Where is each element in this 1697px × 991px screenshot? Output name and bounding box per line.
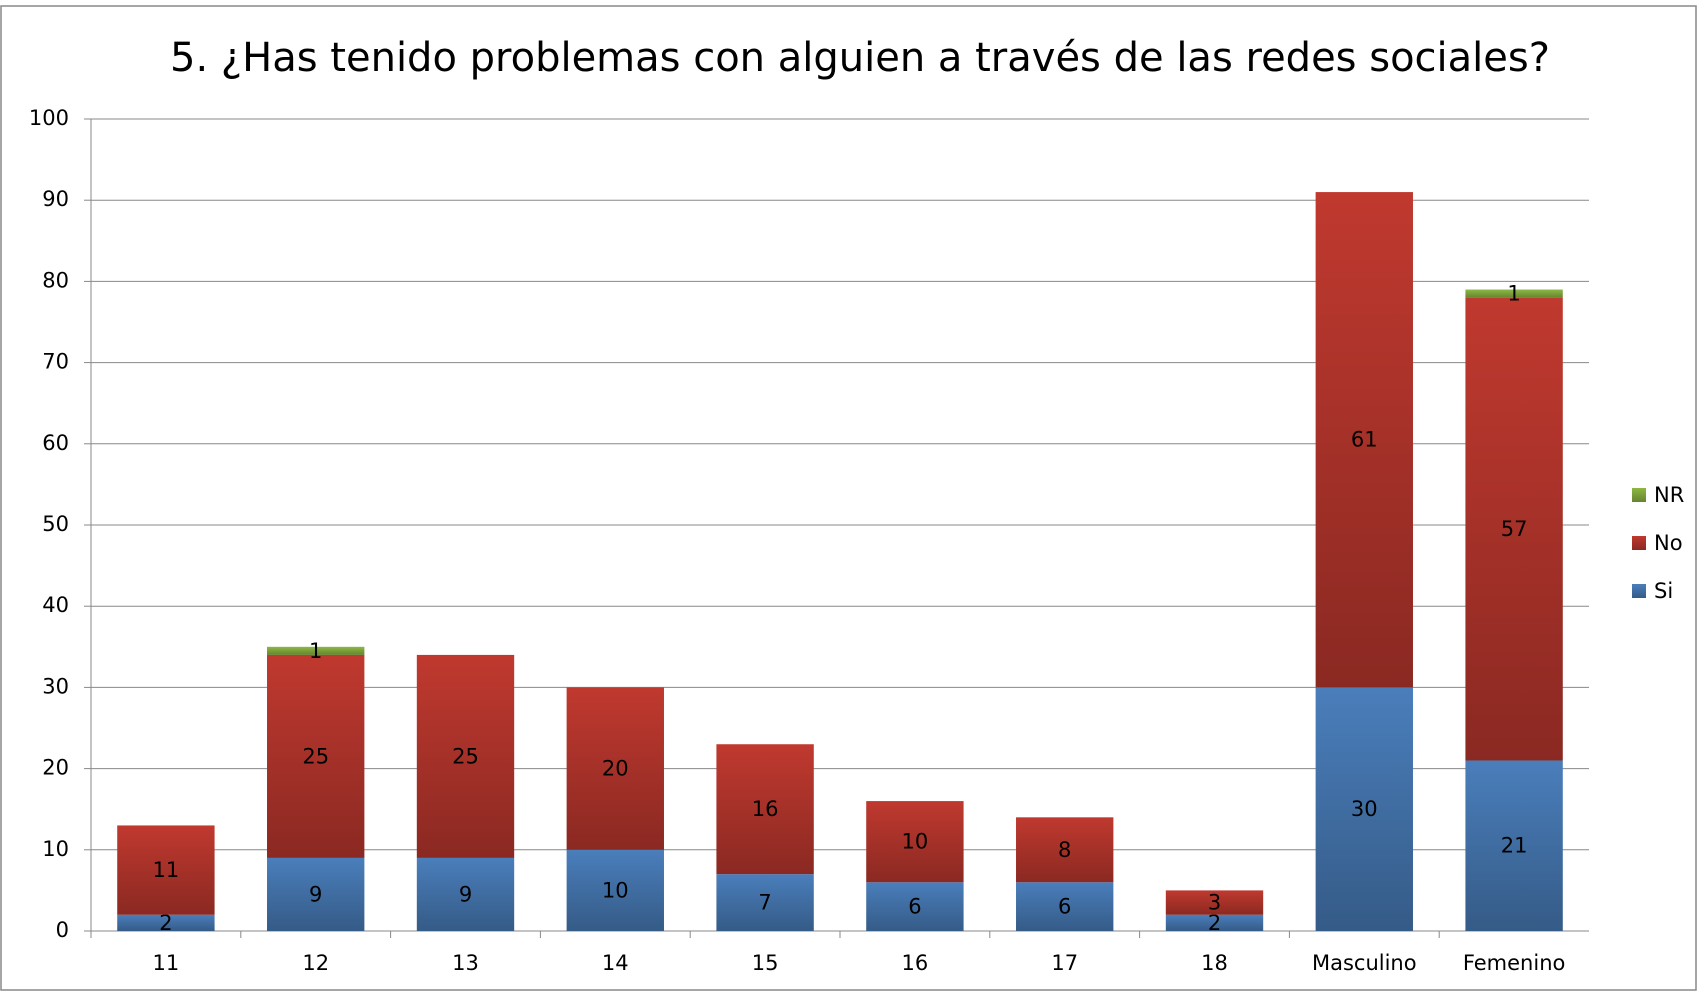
bar-segment <box>267 654 365 858</box>
bar-segment <box>267 857 365 931</box>
bar-segment <box>117 914 215 931</box>
chart-frame <box>0 5 1697 991</box>
bar-segment <box>716 744 814 875</box>
bar-segment <box>416 857 515 931</box>
bar-segment <box>1016 882 1114 931</box>
y-tick-label: 100 <box>29 106 69 130</box>
legend-swatch <box>1632 488 1646 502</box>
y-tick-label: 40 <box>42 593 69 617</box>
x-tick-label: 11 <box>153 951 180 975</box>
bar-segment <box>1165 890 1264 915</box>
bar-segment <box>416 654 515 858</box>
legend-label: NR <box>1654 483 1684 507</box>
data-label: 21 <box>1501 834 1528 858</box>
y-tick-label: 80 <box>42 268 69 292</box>
x-tick-label: 15 <box>752 951 779 975</box>
data-label: 1 <box>1507 282 1520 306</box>
data-label: 6 <box>908 895 921 919</box>
x-tick-label: 12 <box>302 951 329 975</box>
data-label: 20 <box>602 757 629 781</box>
x-tick-label: Masculino <box>1312 951 1417 975</box>
x-tick-label: 16 <box>902 951 929 975</box>
chart-title: 5. ¿Has tenido problemas con alguien a t… <box>170 35 1550 81</box>
data-label: 9 <box>309 882 322 906</box>
data-label: 25 <box>302 744 329 768</box>
bar-segment <box>1016 817 1114 883</box>
bar-segment <box>1465 297 1563 761</box>
data-label: 61 <box>1351 428 1378 452</box>
bar-segment <box>1465 760 1563 931</box>
data-label: 11 <box>153 858 180 882</box>
legend-label: Si <box>1654 579 1673 603</box>
legend-label: No <box>1654 531 1683 555</box>
x-tick-label: 14 <box>602 951 629 975</box>
data-label: 2 <box>1208 911 1221 935</box>
data-label: 16 <box>752 797 779 821</box>
x-tick-label: Femenino <box>1463 951 1566 975</box>
bar-segment <box>866 882 964 931</box>
data-label: 2 <box>159 911 172 935</box>
data-label: 1 <box>309 639 322 663</box>
bar-segment <box>117 825 215 915</box>
bar-segment <box>566 687 664 850</box>
x-tick-label: 13 <box>452 951 479 975</box>
legend-swatch <box>1632 584 1646 598</box>
y-tick-label: 30 <box>42 674 69 698</box>
data-label: 8 <box>1058 838 1071 862</box>
data-label: 10 <box>902 830 929 854</box>
x-tick-label: 17 <box>1051 951 1078 975</box>
data-label: 57 <box>1501 517 1528 541</box>
y-tick-label: 10 <box>42 837 69 861</box>
bar-segment <box>1315 687 1413 931</box>
bar-segment <box>1165 914 1264 931</box>
bar-segment <box>1315 192 1413 688</box>
x-tick-label: 18 <box>1201 951 1228 975</box>
data-label: 6 <box>1058 895 1071 919</box>
bar-segment <box>267 646 365 655</box>
y-tick-label: 50 <box>42 512 69 536</box>
bar-segment <box>716 874 814 931</box>
y-tick-label: 0 <box>56 918 69 942</box>
bar-segment <box>866 801 964 883</box>
y-tick-label: 20 <box>42 756 69 780</box>
data-label: 25 <box>452 744 479 768</box>
bar-segment <box>1465 289 1563 298</box>
y-tick-label: 70 <box>42 350 69 374</box>
data-label: 3 <box>1208 891 1221 915</box>
data-label: 7 <box>758 891 771 915</box>
bar-segment <box>566 849 664 931</box>
data-label: 10 <box>602 878 629 902</box>
data-label: 30 <box>1351 797 1378 821</box>
legend-swatch <box>1632 536 1646 550</box>
data-label: 9 <box>459 882 472 906</box>
y-tick-label: 90 <box>42 187 69 211</box>
y-tick-label: 60 <box>42 431 69 455</box>
